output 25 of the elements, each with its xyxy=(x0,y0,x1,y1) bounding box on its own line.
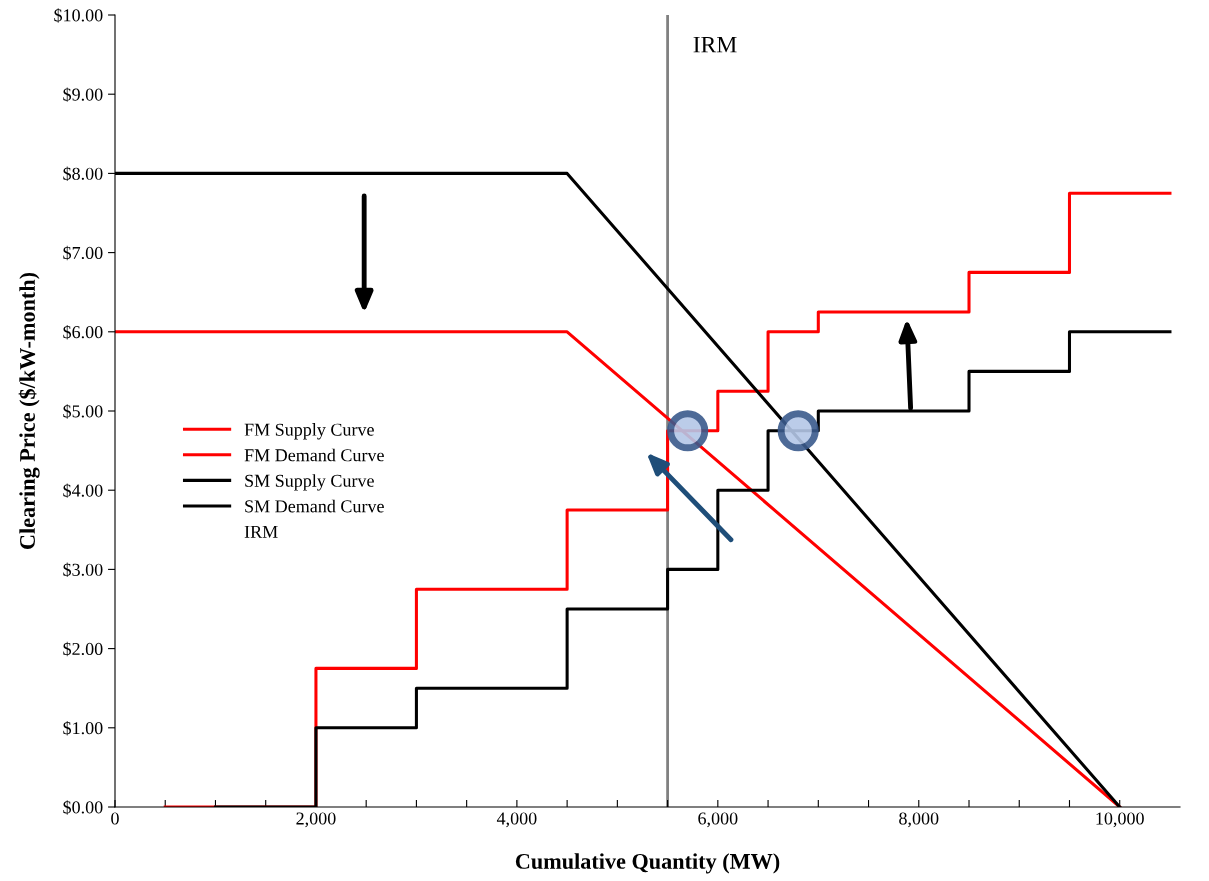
y-tick-label: $4.00 xyxy=(63,483,103,498)
y-axis-title: Clearing Price ($/kW-month) xyxy=(18,272,40,549)
y-tick-label: $9.00 xyxy=(63,87,103,102)
legend-label: FM Supply Curve xyxy=(244,423,374,440)
ref-line-label: IRM xyxy=(693,36,737,53)
y-tick-label: $3.00 xyxy=(63,562,103,578)
x-tick-label: 2,000 xyxy=(296,812,336,828)
y-tick-label: $7.00 xyxy=(63,245,103,261)
legend-label: SM Supply Curve xyxy=(245,474,374,491)
legend-label: FM Demand Curve xyxy=(244,448,384,462)
x-axis-title: Cumulative Quantity (MW) xyxy=(515,853,780,874)
y-tick-label: $0.00 xyxy=(63,800,103,815)
y-tick-label: $2.00 xyxy=(63,641,103,657)
y-tick-label: $5.00 xyxy=(63,404,103,419)
x-tick-label: 4,000 xyxy=(496,812,537,828)
x-tick-label: 0 xyxy=(111,812,119,825)
y-tick-label: $1.00 xyxy=(63,720,103,736)
y-tick-label: $8.00 xyxy=(63,166,103,182)
x-tick-label: 10,000 xyxy=(1096,812,1144,828)
text: IRM xyxy=(244,525,278,538)
legend-label: SM Demand Curve xyxy=(245,499,384,513)
x-tick-label: 8,000 xyxy=(899,812,939,828)
y-tick-label: $10.00 xyxy=(54,8,103,23)
y-tick-label: $6.00 xyxy=(63,324,103,340)
x-tick-label: 6,000 xyxy=(698,812,738,828)
